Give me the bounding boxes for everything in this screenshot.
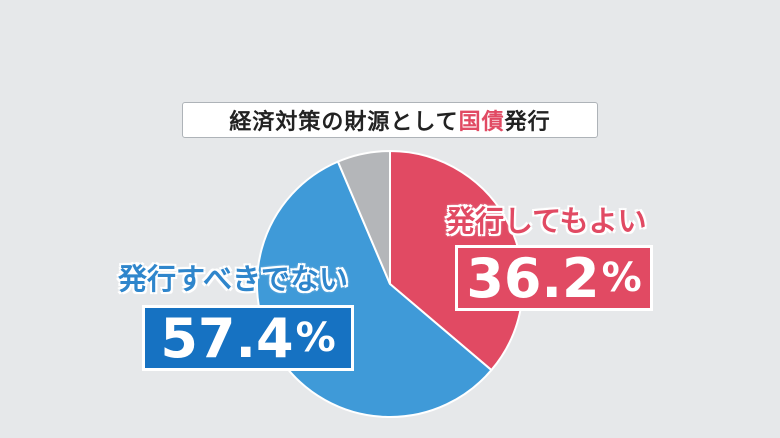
title-part-end: 発行 [504,110,551,135]
value-box-may-issue: 36.2% [455,245,653,311]
unit-should-not-issue: % [295,315,336,361]
value-should-not-issue: 57.4 [160,306,294,370]
chart-title: 経済対策の財源として 国債 発行 [182,102,598,138]
title-accent: 国債 [458,110,505,135]
value-box-should-not-issue: 57.4% [142,305,354,371]
unit-may-issue: % [601,255,642,301]
slice-label-should-not-issue: 発行すべきでない [118,262,348,296]
pie-slice-other [336,149,391,285]
title-part: 経済対策の財源として [229,110,459,135]
slice-label-may-issue: 発行してもよい [446,204,647,238]
value-may-issue: 36.2 [466,246,600,310]
